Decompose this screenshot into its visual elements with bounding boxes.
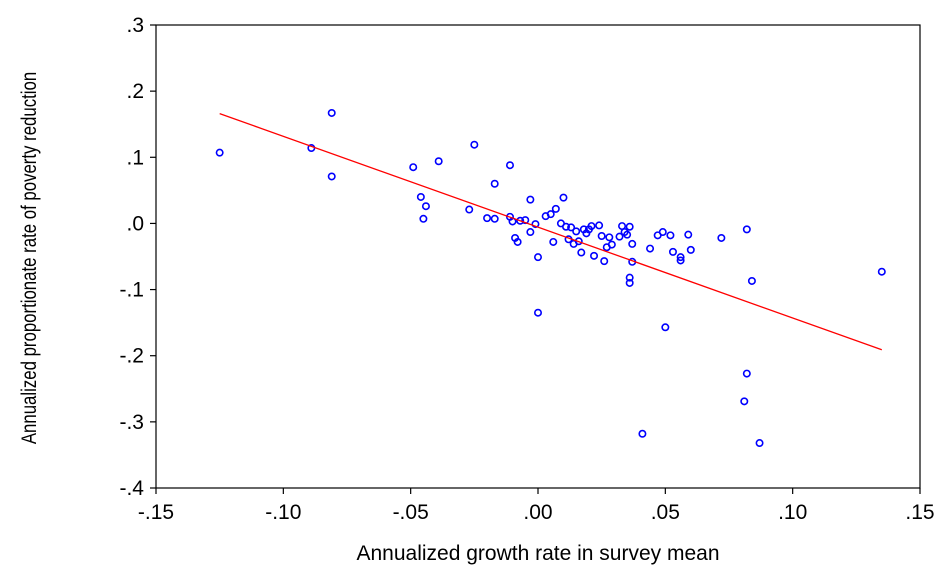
data-point [526,195,535,204]
data-point [646,244,655,253]
x-tick-label: .05 [651,501,680,524]
data-point [684,230,693,239]
data-point [567,223,576,232]
data-point [465,205,474,214]
y-tick-label: .2 [126,80,144,103]
data-point [661,323,670,332]
data-point [717,233,726,242]
data-point [551,204,560,213]
data-point [625,278,634,287]
data-points [215,108,886,448]
data-point [740,397,749,406]
data-point [615,232,624,241]
data-point [658,228,667,237]
data-point [742,369,751,378]
data-point [521,216,530,225]
y-tick-label: .0 [126,212,144,235]
data-point [483,214,492,223]
data-point [600,257,609,266]
data-point [625,273,634,282]
data-point [676,256,685,265]
data-point [628,239,637,248]
y-axis-title: Annualized proportionate rate of poverty… [18,72,41,444]
data-point [416,192,425,201]
data-point [577,248,586,257]
data-point [421,202,430,211]
data-point [676,253,685,262]
x-tick-label: .15 [905,501,934,524]
x-axis-title: Annualized growth rate in survey mean [356,542,719,565]
data-point [490,214,499,223]
data-point [742,225,751,234]
data-point [516,216,525,225]
data-point [666,231,675,240]
y-tick-label: -.1 [119,279,144,302]
data-point [533,308,542,317]
fit-line [219,113,883,351]
data-point [434,157,443,166]
data-point [595,221,604,230]
data-point [668,247,677,256]
y-axis-ticks: -.4 -.3 -.2 -.1 .0 .1 .2 .3 [119,14,156,500]
data-point [623,230,632,239]
data-point [531,220,540,229]
data-point [877,267,886,276]
plot-frame [155,24,921,489]
data-point [587,222,596,231]
data-point [470,140,479,149]
x-axis-ticks: -.15 -.10 -.05 .00 .05 .10 .15 [138,488,935,524]
data-point [597,231,606,240]
data-point [546,210,555,219]
x-tick-label: -.05 [393,501,429,524]
data-point [590,251,599,260]
data-point [562,222,571,231]
data-point [638,429,647,438]
data-point [549,237,558,246]
y-tick-label: .3 [126,14,144,37]
data-point [419,214,428,223]
data-point [605,233,614,242]
x-tick-label: -.10 [265,501,301,524]
data-point [490,179,499,188]
x-tick-label: .00 [523,501,552,524]
data-point [559,193,568,202]
data-point [505,161,514,170]
data-point [574,237,583,246]
y-tick-label: -.3 [119,411,144,434]
y-tick-label: -.4 [119,477,144,500]
data-point [607,240,616,249]
data-point [526,228,535,237]
data-point [327,108,336,117]
y-tick-label: .1 [126,146,144,169]
fit-line-group [219,113,883,351]
data-point [215,148,224,157]
y-tick-label: -.2 [119,345,144,368]
data-point [533,253,542,262]
data-point [513,237,522,246]
data-point [327,172,336,181]
data-point [409,163,418,172]
data-point [625,222,634,231]
plot-area [155,24,921,489]
data-point [747,276,756,285]
x-tick-label: .10 [778,501,807,524]
data-point [755,439,764,448]
data-point [686,245,695,254]
x-tick-label: -.15 [138,501,174,524]
data-point [572,227,581,236]
